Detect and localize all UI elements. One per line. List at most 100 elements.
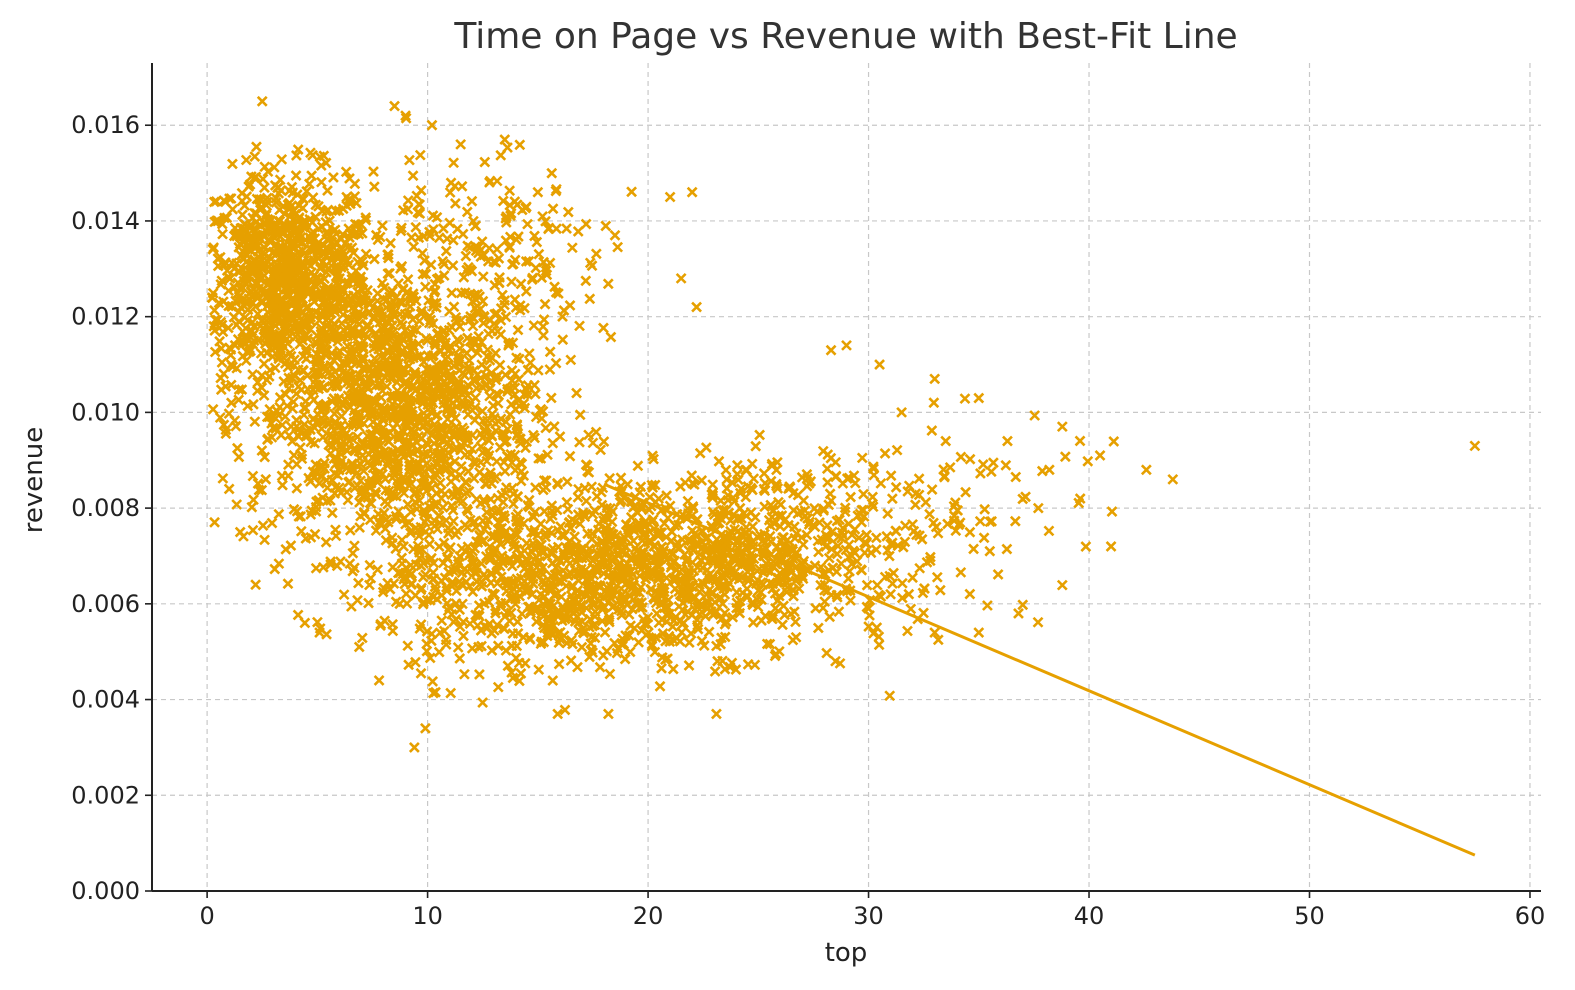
data-point	[216, 357, 228, 368]
data-point	[240, 154, 252, 166]
data-point	[321, 206, 332, 217]
data-point	[220, 428, 232, 440]
data-point	[342, 494, 354, 506]
data-point	[388, 578, 400, 589]
data-point	[389, 100, 400, 112]
data-point	[455, 138, 467, 150]
data-point	[458, 630, 469, 642]
data-point	[218, 419, 230, 431]
data-point	[674, 635, 686, 647]
x-tick-label: 20	[633, 902, 664, 930]
data-point	[1013, 607, 1024, 619]
data-point	[279, 303, 291, 315]
data-point	[479, 156, 491, 168]
data-point	[259, 182, 270, 194]
data-point	[934, 584, 946, 596]
data-point	[276, 249, 288, 261]
data-point	[992, 569, 1004, 580]
data-point	[273, 508, 285, 520]
data-point	[700, 442, 712, 453]
data-point	[347, 327, 359, 339]
data-point	[987, 457, 999, 469]
data-point	[557, 334, 569, 346]
data-point	[299, 617, 311, 629]
data-point	[602, 708, 614, 720]
y-tick-label: 0.004	[71, 686, 140, 714]
data-point	[279, 411, 291, 422]
data-point	[532, 186, 544, 198]
data-point	[841, 339, 852, 351]
data-point	[495, 149, 507, 161]
data-point	[533, 664, 545, 676]
data-point	[899, 520, 911, 532]
data-point	[1032, 616, 1044, 628]
data-point	[315, 160, 327, 172]
data-point	[982, 600, 993, 611]
y-axis-ticks: 0.000 0.002 0.004 0.006 0.008 0.010 0.012 0.014…	[71, 111, 152, 905]
data-point	[632, 460, 644, 472]
data-point	[352, 256, 364, 268]
data-point	[1140, 464, 1152, 476]
data-point	[251, 141, 262, 153]
data-point	[1469, 440, 1481, 452]
data-point	[512, 508, 524, 520]
data-point	[276, 279, 288, 290]
data-point	[522, 364, 534, 376]
data-point	[842, 573, 854, 584]
data-point	[532, 364, 544, 376]
data-point	[299, 275, 311, 287]
data-point	[798, 495, 810, 507]
data-point	[284, 359, 296, 371]
data-point	[259, 161, 271, 173]
data-point	[654, 680, 666, 692]
data-point	[686, 186, 698, 198]
data-point	[960, 486, 972, 498]
data-point	[509, 294, 521, 305]
data-point	[1105, 540, 1117, 552]
data-point	[414, 149, 426, 161]
data-point	[810, 602, 822, 614]
data-point	[561, 223, 572, 234]
data-point	[447, 260, 459, 272]
data-point	[449, 198, 461, 209]
data-point	[879, 448, 891, 459]
data-point	[273, 353, 285, 365]
data-point	[371, 295, 383, 307]
data-point	[553, 658, 565, 670]
data-point	[979, 503, 991, 515]
x-tick-label: 50	[1294, 902, 1325, 930]
data-point	[248, 172, 260, 184]
data-point	[225, 349, 237, 361]
data-point	[344, 320, 356, 332]
x-tick-label: 30	[853, 902, 884, 930]
data-point	[419, 255, 430, 266]
data-point	[874, 359, 885, 370]
data-point	[234, 283, 246, 294]
data-point	[266, 517, 278, 529]
data-point	[590, 248, 602, 260]
data-point	[258, 217, 270, 229]
data-point	[861, 579, 873, 591]
data-point	[282, 203, 294, 214]
data-point	[403, 154, 415, 166]
data-point	[341, 200, 353, 212]
data-point	[466, 195, 478, 207]
data-point	[756, 615, 767, 626]
data-point	[439, 488, 451, 500]
data-point	[353, 641, 365, 653]
data-point	[358, 260, 369, 271]
data-point	[547, 437, 559, 449]
data-point	[448, 157, 460, 169]
data-point	[294, 281, 306, 293]
data-point	[318, 150, 330, 162]
data-point	[977, 459, 989, 470]
data-point	[858, 488, 869, 500]
data-point	[261, 192, 273, 204]
data-point	[256, 382, 268, 394]
data-point	[597, 322, 609, 334]
data-point	[267, 230, 279, 242]
data-point	[249, 207, 260, 219]
data-point	[276, 245, 288, 257]
chart-title: Time on Page vs Revenue with Best-Fit Li…	[453, 16, 1237, 57]
data-point	[257, 520, 269, 531]
